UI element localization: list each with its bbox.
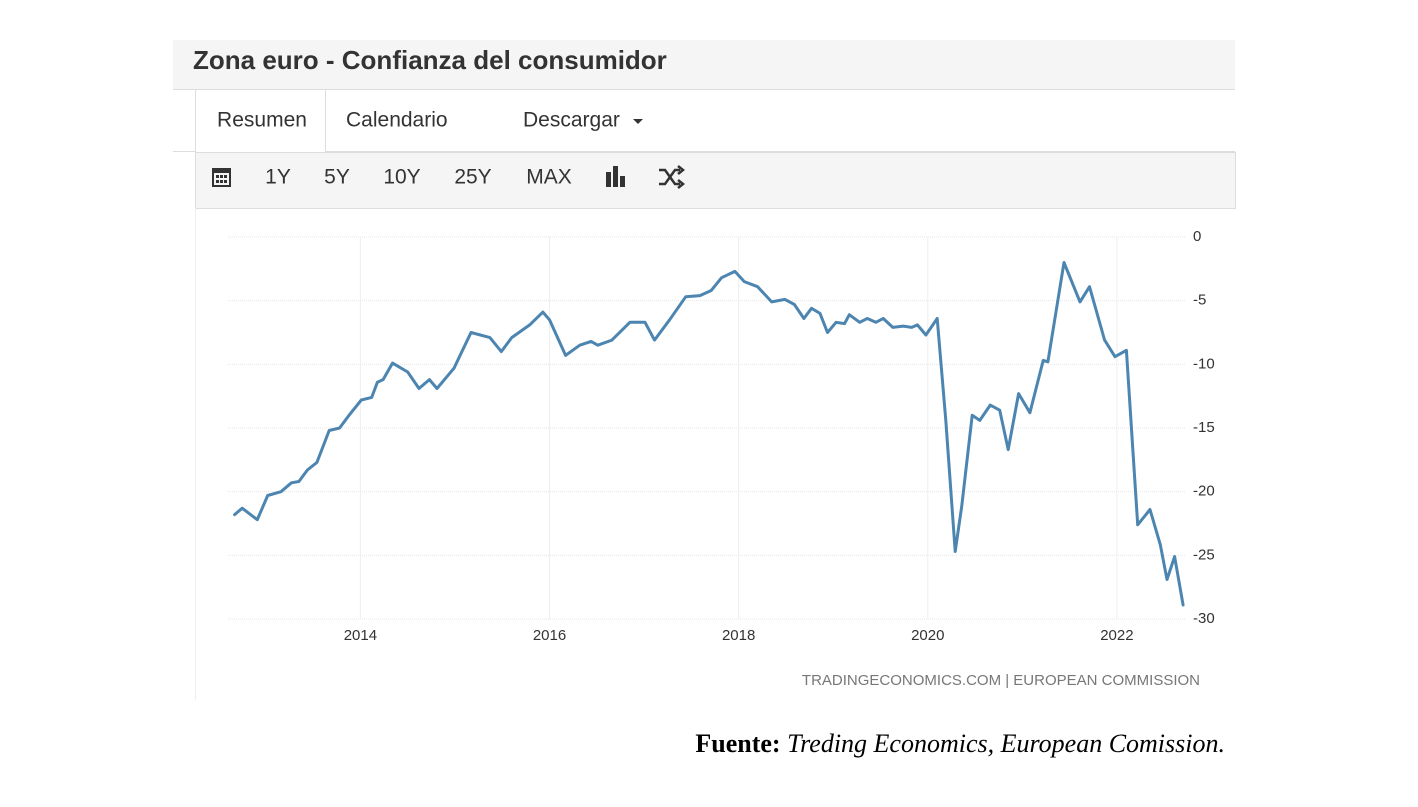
caret	[633, 119, 643, 124]
tab[interactable]: Descargar	[523, 109, 620, 132]
source-note: Fuente: Treding Economics, European Comi…	[695, 729, 1225, 758]
active-tab-border	[173, 89, 1235, 152]
watermark: TRADINGECONOMICS.COM | EUROPEAN COMMISSI…	[802, 672, 1200, 689]
y-tick-label: -25	[1193, 546, 1215, 563]
y-tick-label: -15	[1193, 419, 1215, 436]
source-label: Fuente:	[695, 729, 780, 758]
header-bar	[173, 40, 1235, 89]
range-button[interactable]: 10Y	[383, 166, 420, 189]
x-tick-label: 2020	[911, 627, 944, 644]
y-tick-label: 0	[1193, 228, 1201, 245]
range-button[interactable]: MAX	[526, 166, 572, 189]
range-button[interactable]: 5Y	[324, 166, 350, 189]
x-tick-label: 2018	[722, 627, 755, 644]
icon-part	[216, 175, 227, 183]
x-tick-label: 2022	[1100, 627, 1133, 644]
data-line	[233, 261, 1185, 607]
x-tick-label: 2016	[533, 627, 566, 644]
calendar-icon[interactable]	[212, 168, 231, 187]
y-tick-label: -30	[1193, 610, 1215, 627]
page-title: Zona euro - Confianza del consumidor	[193, 45, 667, 75]
range-button[interactable]: 25Y	[454, 166, 491, 189]
icon-part	[214, 173, 229, 185]
tab[interactable]: Calendario	[346, 109, 448, 132]
source-text: Treding Economics, European Comission.	[787, 729, 1225, 758]
y-tick-label: -10	[1193, 355, 1215, 372]
x-tick-label: 2014	[344, 627, 377, 644]
y-tick-label: -20	[1193, 483, 1215, 500]
chart-type-icon[interactable]	[606, 166, 625, 187]
tab[interactable]: Resumen	[217, 109, 307, 132]
toolbar	[195, 152, 1236, 209]
range-button[interactable]: 1Y	[265, 166, 291, 189]
plot: 0 -5 -10 -15 -20 -25 -30 2014 2016 2018 2020 2022	[228, 228, 1215, 644]
compare-icon[interactable]	[659, 165, 686, 189]
y-tick-label: -5	[1193, 292, 1206, 309]
